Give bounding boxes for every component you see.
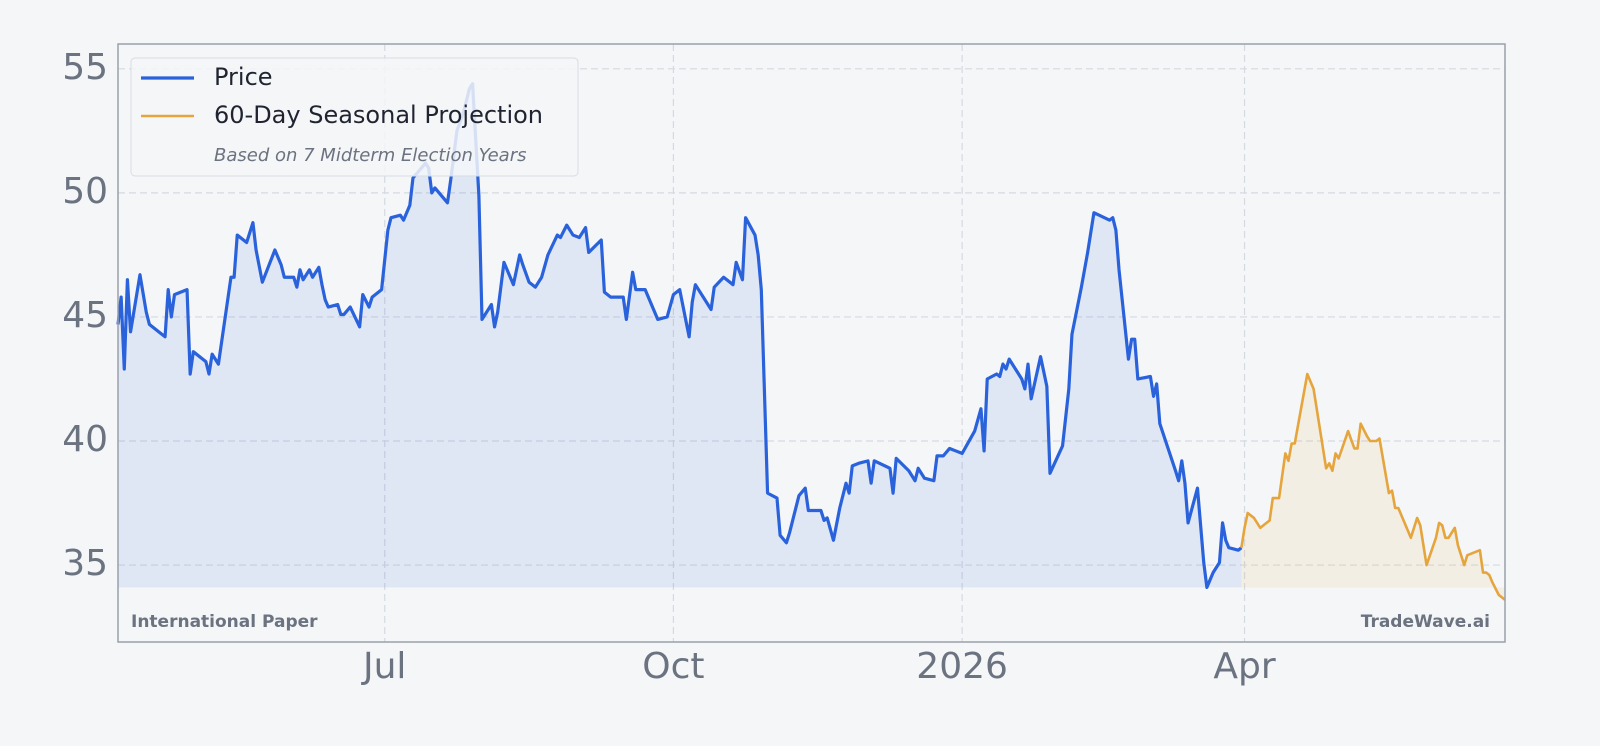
- plot-area: [116, 44, 1506, 642]
- legend-label: 60-Day Seasonal Projection: [214, 101, 543, 129]
- footer-left: International Paper: [131, 612, 318, 632]
- y-tick-label: 55: [62, 47, 108, 88]
- x-tick-label: 2026: [916, 646, 1008, 687]
- plot-frame: [117, 43, 1506, 643]
- legend-box: [130, 57, 579, 177]
- series-line: [116, 82, 1243, 590]
- legend-label: Price: [214, 63, 273, 91]
- y-tick-label: 50: [62, 171, 108, 212]
- x-tick-label: Oct: [642, 646, 704, 687]
- y-tick-label: 35: [62, 543, 108, 584]
- x-tick-label: Jul: [361, 646, 406, 687]
- area-fill: [1241, 374, 1505, 600]
- series-line: [1240, 372, 1506, 601]
- footer-right: TradeWave.ai: [1361, 612, 1490, 632]
- legend: Price 60-Day Seasonal Projection Based on …: [130, 57, 579, 177]
- legend-note: Based on 7 Midterm Election Years: [214, 145, 527, 166]
- x-tick-label: Apr: [1213, 646, 1275, 687]
- area-fill: [118, 83, 1242, 588]
- y-tick-label: 40: [62, 419, 108, 460]
- y-tick-label: 45: [62, 295, 108, 336]
